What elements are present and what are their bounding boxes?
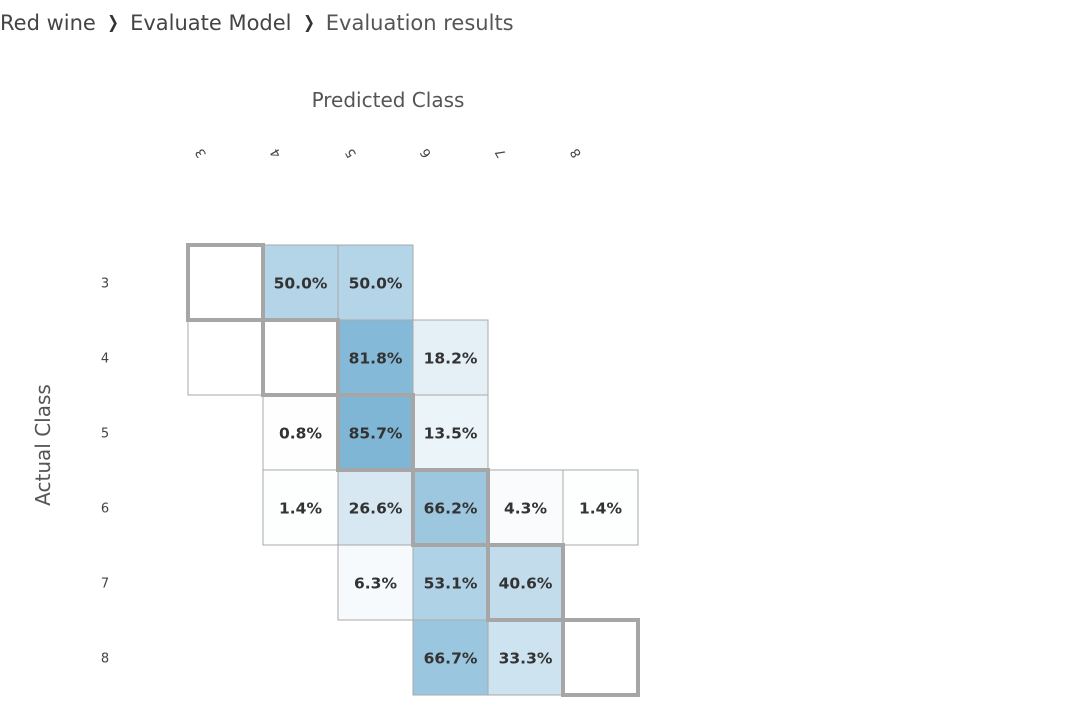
cell-value-label: 66.7% [424,650,478,668]
cell-value-label: 40.6% [499,575,553,593]
cell-value-label: 33.3% [499,650,553,668]
cell-value-label: 50.0% [349,275,403,293]
diagonal-highlight-box [336,393,415,472]
diagonal-highlights [186,243,640,697]
cell-value-label: 66.2% [424,500,478,518]
y-tick-label: 4 [101,352,109,367]
diagonal-highlight-box [561,618,640,697]
y-axis-title: Actual Class [31,384,55,506]
x-tick-label: 4 [268,145,285,160]
chevron-right-icon: ❯ [107,13,119,33]
breadcrumb: Red wine ❯ Evaluate Model ❯ Evaluation r… [0,11,514,35]
cell-value-label: 85.7% [349,425,403,443]
breadcrumb-item-dataset[interactable]: Red wine [0,11,96,35]
y-tick-label: 6 [101,502,109,517]
matrix-cell [562,619,639,696]
breadcrumb-item-current: Evaluation results [325,11,514,35]
y-tick-label: 5 [101,427,109,442]
y-tick-label: 3 [101,277,109,292]
matrix-cell [412,469,489,546]
y-tick-label: 7 [101,577,109,592]
cell-value-label: 26.6% [349,500,403,518]
x-tick-label: 7 [493,145,510,160]
cell-value-label: 1.4% [579,500,622,518]
cell-value-label: 18.2% [424,350,478,368]
cell-value-label: 81.8% [349,350,403,368]
diagonal-highlight-box [486,543,565,622]
diagonal-highlight-box [261,318,340,397]
matrix-cell [187,244,264,321]
diagonal-highlight-box [411,468,490,547]
cell-value-label: 4.3% [504,500,547,518]
x-tick-label: 3 [193,145,210,160]
diagonal-highlight-box [186,243,265,322]
cell-value-label: 53.1% [424,575,478,593]
cell-value-label: 13.5% [424,425,478,443]
matrix-cell [562,469,639,546]
matrix-cell [487,544,564,621]
x-axis-title: Predicted Class [312,88,465,112]
x-tick-label: 8 [568,145,585,160]
matrix-cell [487,469,564,546]
x-tick-label: 5 [343,145,360,160]
cell-value-label: 1.4% [279,500,322,518]
cell-value-label: 6.3% [354,575,397,593]
matrix-cell [187,319,264,396]
x-tick-label: 6 [418,145,435,160]
breadcrumb-item-module[interactable]: Evaluate Model [130,11,292,35]
y-tick-label: 8 [101,652,109,667]
cell-value-label: 0.8% [279,425,322,443]
matrix-cell [262,319,339,396]
matrix-cell [412,619,489,696]
cell-value-label: 50.0% [274,275,328,293]
chevron-right-icon: ❯ [302,13,315,33]
matrix-cell [337,544,414,621]
matrix-cells: 50.0% 50.0% 81.8% 18.2% 0.8% 85.7% 13.5% 1.4% 26… [187,244,639,696]
matrix-cell [337,244,414,321]
matrix-cell [412,394,489,471]
